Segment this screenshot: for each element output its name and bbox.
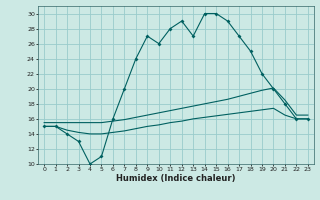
X-axis label: Humidex (Indice chaleur): Humidex (Indice chaleur) (116, 174, 236, 183)
